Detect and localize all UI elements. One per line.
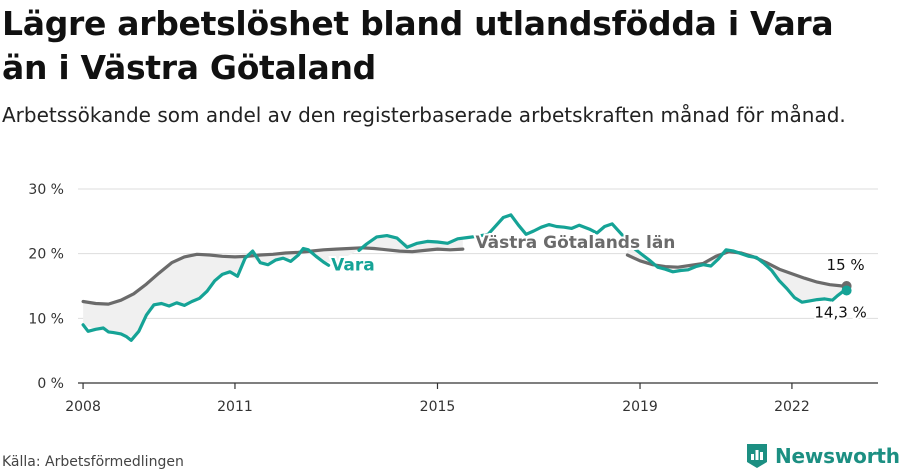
- newsworthy-logo-icon: [747, 444, 767, 468]
- y-tick-label: 0 %: [37, 376, 64, 392]
- x-tick-label: 2011: [217, 399, 253, 415]
- series-line-vara: [357, 213, 849, 304]
- series-label-vastra-gotaland: Västra Götalands län: [475, 233, 675, 253]
- x-tick-label: 2008: [65, 399, 101, 415]
- end-label-vara: 14,3 %: [814, 304, 866, 322]
- chart-title: Lägre arbetslöshet bland utlandsfödda i …: [2, 4, 834, 87]
- x-tick-label: 2019: [622, 399, 658, 415]
- x-tick-label: 2015: [420, 399, 456, 415]
- brand[interactable]: Newsworthy: [745, 442, 900, 470]
- y-tick-label: 10 %: [28, 311, 64, 327]
- x-tick-label: 2022: [774, 399, 810, 415]
- chart-subtitle: Arbetssökande som andel av den registerb…: [2, 103, 846, 127]
- y-tick-label: 20 %: [28, 247, 64, 263]
- series-line-vastra-gotaland: [81, 246, 465, 306]
- source-note: Källa: Arbetsförmedlingen: [2, 454, 184, 470]
- end-label-vastra-gotaland: 15 %: [827, 256, 865, 274]
- y-tick-label: 30 %: [28, 182, 64, 198]
- series-label-vara: Vara: [331, 255, 375, 275]
- difference-band: [627, 240, 847, 302]
- end-marker-vara: [841, 285, 852, 296]
- series-line-vara: [81, 246, 331, 342]
- brand-name: Newsworthy: [775, 444, 900, 468]
